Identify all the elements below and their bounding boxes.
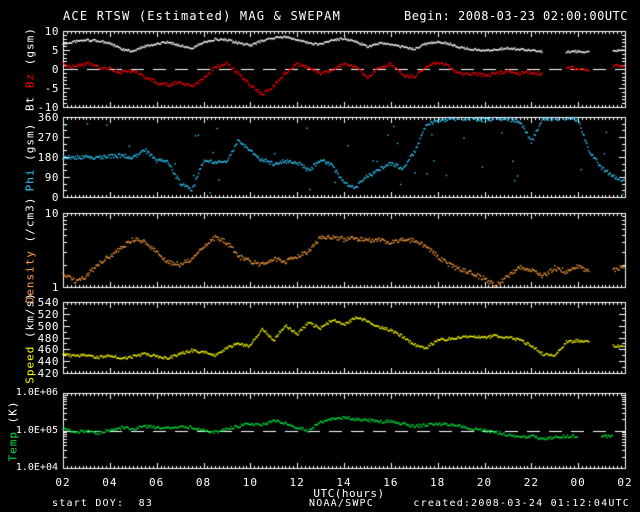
x-tick-label: 18 <box>430 476 446 489</box>
agency-label: NOAA/SWPC <box>309 498 374 509</box>
y-axis-title-part: (K) <box>6 400 20 423</box>
y-tick-label: -5 <box>44 82 59 95</box>
x-tick-label: 10 <box>242 476 258 489</box>
x-tick-label: 06 <box>149 476 165 489</box>
y-tick-label: 10 <box>44 207 59 220</box>
x-tick-label: 04 <box>102 476 118 489</box>
x-tick-label: 12 <box>289 476 305 489</box>
start-doy-label: start DOY: 83 <box>52 498 154 509</box>
y-tick-label: 270 <box>37 131 59 144</box>
y-axis-title-part: Bz <box>23 65 37 89</box>
x-axis-title: UTC(hours) <box>313 487 385 500</box>
x-tick-label: 16 <box>383 476 399 489</box>
y-tick-label: 1.0E+04 <box>15 462 58 473</box>
y-tick-label: 440 <box>37 355 59 368</box>
y-axis-title-part: Speed <box>23 337 37 384</box>
y-axis-title-part: (/cm3) <box>23 196 37 243</box>
y-tick-label: 1.0E+05 <box>15 425 58 436</box>
y-tick-label: 1 <box>51 281 59 294</box>
y-tick-label: 10 <box>44 25 59 38</box>
x-tick-label: 02 <box>55 476 71 489</box>
y-tick-label: 480 <box>37 332 59 345</box>
y-axis-title: Phi (gsm) <box>24 123 37 192</box>
x-tick-label: 08 <box>195 476 212 489</box>
created-timestamp: created:2008-03-24 01:12:04UTC <box>413 498 630 509</box>
y-axis-title-part: (gsm) <box>23 122 37 161</box>
y-tick-label: 0 <box>51 191 59 204</box>
y-tick-label: 90 <box>44 171 59 184</box>
y-tick-label: 180 <box>37 151 59 164</box>
y-tick-label: 460 <box>37 343 59 356</box>
y-axis-title: Speed (km/s) <box>24 292 37 384</box>
y-axis-title-part: Bt <box>23 88 37 111</box>
y-tick-label: 0 <box>51 63 59 76</box>
y-tick-label: 520 <box>37 308 59 321</box>
begin-timestamp: Begin: 2008-03-23 02:00:00UTC <box>403 9 628 23</box>
x-tick-label: 00 <box>570 476 586 489</box>
plot-title: ACE RTSW (Estimated) MAG & SWEPAM <box>63 9 342 23</box>
y-tick-label: 500 <box>37 320 59 333</box>
y-tick-label: 540 <box>37 296 59 309</box>
y-axis-title-part: (km/s) <box>23 291 37 338</box>
y-axis-title-part: Temp <box>6 422 20 462</box>
y-axis-title: Temp (K) <box>7 400 20 461</box>
y-tick-label: 5 <box>51 44 59 57</box>
x-tick-label: 22 <box>523 476 539 489</box>
x-tick-label: 20 <box>476 476 493 489</box>
y-tick-label: 420 <box>37 367 59 380</box>
y-axis-title: Bt Bz (gsm) <box>24 27 37 111</box>
y-axis-title-part: (gsm) <box>23 27 37 66</box>
x-tick-label: 14 <box>336 476 352 489</box>
y-tick-label: 1.0E+06 <box>15 387 58 398</box>
y-axis-title: Density (/cm3) <box>24 197 37 304</box>
y-tick-label: 360 <box>37 111 59 124</box>
x-tick-label: 02 <box>617 476 633 489</box>
y-tick-label: -10 <box>37 101 59 114</box>
y-axis-title-part: Phi <box>23 160 37 192</box>
